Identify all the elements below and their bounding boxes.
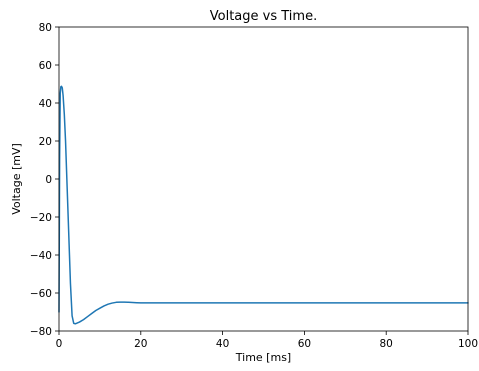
x-tick-label: 20 [134, 338, 147, 350]
x-tick-label: 40 [216, 338, 229, 350]
chart-title: Voltage vs Time. [210, 9, 317, 24]
y-tick-label: 60 [39, 60, 52, 72]
ticks-layer: 0 20 40 60 80 100 −80 −60 −40 −20 0 20 40 60 80 [30, 22, 478, 350]
y-tick-label: 40 [39, 98, 52, 110]
y-tick-label: −60 [30, 288, 52, 300]
x-tick-label: 60 [298, 338, 311, 350]
plot-frame [58, 26, 469, 332]
lines-layer [58, 85, 469, 325]
voltage-series-line [58, 85, 469, 325]
y-tick-label: −80 [30, 326, 52, 338]
y-axis-label: Voltage [mV] [10, 143, 23, 215]
y-axis-label-group: Voltage [mV] [10, 143, 23, 215]
x-tick-label: 0 [56, 338, 63, 350]
x-axis-label: Time [ms] [235, 351, 291, 364]
x-tick-label: 80 [380, 338, 393, 350]
y-tick-label: 0 [45, 174, 52, 186]
y-tick-label: −20 [30, 212, 52, 224]
y-tick-label: 20 [39, 136, 52, 148]
y-tick-label: 80 [39, 22, 52, 34]
x-tick-label: 100 [458, 338, 478, 350]
y-tick-label: −40 [30, 250, 52, 262]
